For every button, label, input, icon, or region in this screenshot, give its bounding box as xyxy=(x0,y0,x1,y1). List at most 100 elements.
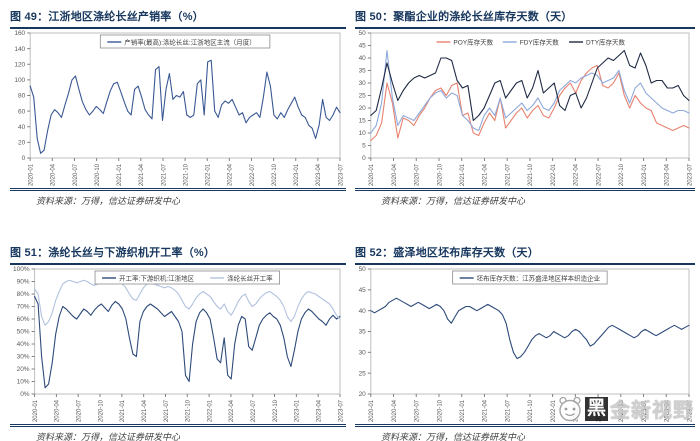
svg-text:2020-07: 2020-07 xyxy=(415,163,421,186)
figure-50: 图 50：聚酯企业的涤纶长丝库存天数（天） 0 5 10 15 20 25 30 35 40 45… xyxy=(355,8,695,207)
svg-text:2020-04: 2020-04 xyxy=(51,163,57,186)
chart-canvas: 20 25 30 35 40 45 50 2020-01 2020-04 2020-07 2020-… xyxy=(359,266,694,422)
svg-text:2023-04: 2023-04 xyxy=(665,399,671,422)
svg-text:2021-01: 2021-01 xyxy=(460,163,466,186)
svg-text:90%: 90% xyxy=(17,279,30,286)
svg-text:2022-04: 2022-04 xyxy=(574,163,580,186)
svg-text:40: 40 xyxy=(359,308,367,315)
svg-text:40: 40 xyxy=(359,55,367,62)
svg-text:2022-01: 2022-01 xyxy=(551,399,557,422)
figure-51-chart: 0% 10% 20% 30% 40% 50% 60% 70% 80% 90% 100% 2020-01… xyxy=(10,266,346,424)
logo-text: 金新视野 xyxy=(610,400,694,422)
svg-text:10%: 10% xyxy=(17,379,30,386)
svg-text:0: 0 xyxy=(22,155,26,162)
figure-51: 图 51：涤纶长丝与下游织机开工率（%） 0% 10% 20% 30% 40% 50% 60… xyxy=(10,244,346,441)
logo-first-char: 黑 xyxy=(584,396,608,421)
svg-text:2023-01: 2023-01 xyxy=(642,399,648,422)
svg-text:2020-07: 2020-07 xyxy=(77,399,83,422)
svg-text:70%: 70% xyxy=(17,304,30,311)
svg-text:2021-01: 2021-01 xyxy=(117,163,123,186)
figure-51-title: 图 51：涤纶长丝与下游织机开工率（%） xyxy=(10,244,346,265)
svg-text:2020-10: 2020-10 xyxy=(98,399,104,422)
svg-text:2021-04: 2021-04 xyxy=(139,163,145,186)
svg-text:FDY库存天数: FDY库存天数 xyxy=(520,37,560,46)
svg-text:140: 140 xyxy=(14,46,25,53)
svg-text:25: 25 xyxy=(359,93,367,100)
svg-text:20: 20 xyxy=(18,140,26,147)
figure-51-source: 资料来源：万得，信达证券研发中心 xyxy=(36,432,181,441)
svg-text:120: 120 xyxy=(14,61,25,68)
svg-text:0%: 0% xyxy=(20,391,30,398)
figure-50-divider xyxy=(355,188,695,191)
svg-text:2023-04: 2023-04 xyxy=(665,163,671,186)
svg-text:DTY库存天数: DTY库存天数 xyxy=(586,37,626,46)
svg-text:2020-04: 2020-04 xyxy=(55,399,61,422)
svg-text:2021-10: 2021-10 xyxy=(528,163,534,186)
svg-text:50: 50 xyxy=(359,266,367,273)
svg-text:2021-01: 2021-01 xyxy=(460,399,466,422)
svg-text:2022-04: 2022-04 xyxy=(228,163,234,186)
chart-canvas: 0 20 40 60 80 100 120 140 160 2020-01 2020-04 2020-… xyxy=(14,30,344,186)
svg-text:2023-01: 2023-01 xyxy=(295,399,301,422)
figure-50-source: 资料来源：万得，信达证券研发中心 xyxy=(381,196,526,206)
svg-text:80: 80 xyxy=(18,93,26,100)
svg-text:10: 10 xyxy=(359,130,367,137)
svg-text:2022-01: 2022-01 xyxy=(206,163,212,186)
svg-text:2021-04: 2021-04 xyxy=(483,399,489,422)
svg-text:100: 100 xyxy=(14,77,25,84)
svg-text:20%: 20% xyxy=(17,366,30,373)
figure-49-title: 图 49：江浙地区涤纶长丝产销率（%） xyxy=(10,8,346,29)
svg-text:40: 40 xyxy=(18,124,26,131)
figure-49-source: 资料来源：万得，信达证券研发中心 xyxy=(36,196,181,206)
svg-text:2021-07: 2021-07 xyxy=(505,163,511,186)
svg-text:2023-01: 2023-01 xyxy=(642,163,648,186)
svg-text:2021-07: 2021-07 xyxy=(161,163,167,186)
svg-text:30: 30 xyxy=(359,80,367,87)
figures-grid: 图 49：江浙地区涤纶长丝产销率（%） 0 20 40 60 80 100 120 140 16… xyxy=(10,8,695,441)
svg-text:0: 0 xyxy=(362,155,366,162)
panda-face-icon xyxy=(559,396,581,421)
svg-text:2021-07: 2021-07 xyxy=(164,399,170,422)
svg-text:坯布库存天数：江苏盛泽地区样本织造企业: 坯布库存天数：江苏盛泽地区样本织造企业 xyxy=(477,273,601,282)
figure-52-chart: 20 25 30 35 40 45 50 2020-01 2020-04 2020-07 2020-… xyxy=(355,266,695,424)
svg-text:2020-10: 2020-10 xyxy=(437,163,443,186)
svg-text:2020-10: 2020-10 xyxy=(95,163,101,186)
svg-text:2023-01: 2023-01 xyxy=(294,163,300,186)
svg-text:35: 35 xyxy=(359,329,367,336)
svg-text:2020-07: 2020-07 xyxy=(415,399,421,422)
svg-text:2020-04: 2020-04 xyxy=(392,163,398,186)
svg-text:2021-01: 2021-01 xyxy=(120,399,126,422)
figure-49-chart: 0 20 40 60 80 100 120 140 160 2020-01 2020-04 2020-… xyxy=(10,30,346,188)
svg-text:20: 20 xyxy=(359,105,367,112)
svg-text:45: 45 xyxy=(359,287,367,294)
svg-text:2022-10: 2022-10 xyxy=(273,399,279,422)
svg-text:涤纶长丝开工率: 涤纶长丝开工率 xyxy=(227,273,273,282)
svg-text:15: 15 xyxy=(359,118,367,125)
svg-text:2023-04: 2023-04 xyxy=(316,163,322,186)
chart-legend: 产销率(最高):涤纶长丝:江浙地区主流（月度） xyxy=(99,34,271,49)
svg-text:2020-01: 2020-01 xyxy=(369,163,375,186)
svg-text:30%: 30% xyxy=(17,354,30,361)
svg-text:2022-10: 2022-10 xyxy=(272,163,278,186)
svg-text:50: 50 xyxy=(359,30,367,37)
svg-text:2022-07: 2022-07 xyxy=(250,163,256,186)
heijin-watermark: 黑 金新视野 xyxy=(557,394,694,423)
svg-text:40%: 40% xyxy=(17,341,30,348)
svg-text:2020-04: 2020-04 xyxy=(392,399,398,422)
svg-text:2021-10: 2021-10 xyxy=(186,399,192,422)
svg-text:2023-04: 2023-04 xyxy=(316,399,322,422)
svg-text:45: 45 xyxy=(359,43,367,50)
svg-text:160: 160 xyxy=(14,30,25,37)
svg-text:2020-01: 2020-01 xyxy=(29,163,35,186)
chart-canvas: 0% 10% 20% 30% 40% 50% 60% 70% 80% 90% 100% 2020-01… xyxy=(13,266,344,422)
svg-text:2022-10: 2022-10 xyxy=(619,163,625,186)
svg-text:2022-01: 2022-01 xyxy=(551,163,557,186)
svg-text:2023-07: 2023-07 xyxy=(338,163,344,186)
svg-text:2020-10: 2020-10 xyxy=(437,399,443,422)
svg-text:POY库存天数: POY库存天数 xyxy=(453,37,493,46)
figure-52-source: 资料来源：万得，信达证券研发中心 xyxy=(381,432,526,441)
svg-text:2022-07: 2022-07 xyxy=(596,163,602,186)
chart-legend: 坯布库存天数：江苏盛泽地区样本织造企业 xyxy=(452,270,608,285)
svg-text:2023-07: 2023-07 xyxy=(687,163,693,186)
